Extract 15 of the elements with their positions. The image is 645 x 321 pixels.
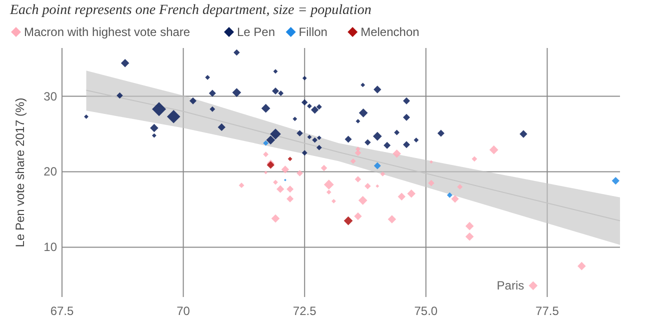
x-tick-label: 67.5 [50, 304, 74, 318]
y-tick-label: 10 [44, 240, 58, 254]
x-tick-label: 77.5 [536, 304, 560, 318]
y-axis-title: Le Pen vote share 2017 (%) [13, 98, 27, 248]
chart-subtitle: Each point represents one French department, size = population [9, 3, 372, 18]
x-tick-label: 75.0 [414, 304, 438, 318]
x-tick-label: 72.5 [292, 304, 317, 318]
legend-label: Melenchon [360, 25, 420, 39]
legend-label: Fillon [298, 25, 328, 39]
y-tick-label: 20 [44, 164, 58, 179]
annotation: Paris [496, 278, 524, 293]
y-tick-label: 30 [44, 89, 58, 104]
legend-label: Le Pen [237, 25, 276, 39]
x-tick-label: 70 [176, 304, 190, 318]
legend-label: Macron with highest vote share [24, 25, 190, 39]
